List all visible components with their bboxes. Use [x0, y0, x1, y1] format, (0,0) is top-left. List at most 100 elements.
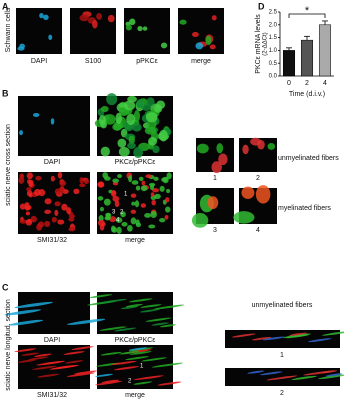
cell: [14, 301, 53, 309]
inset-label: 4: [256, 227, 260, 234]
image-label: DAPI: [31, 58, 47, 65]
y-tick-label: 0.0: [269, 74, 278, 80]
cell: [4, 309, 42, 316]
cell: [138, 176, 144, 181]
cell: [149, 184, 155, 191]
cell: [145, 112, 158, 123]
cell: [28, 356, 49, 361]
inset-label: 2: [256, 175, 260, 182]
x-tick-label: 4: [323, 80, 327, 87]
cell: [152, 145, 160, 154]
significance-bracket: [288, 13, 326, 18]
cell: [148, 224, 156, 229]
cell: [99, 326, 127, 331]
cell: [179, 19, 187, 25]
cell: [211, 15, 217, 21]
cell: [100, 351, 122, 356]
cell: [231, 333, 256, 338]
cell: [114, 327, 137, 332]
cell: [101, 379, 120, 383]
inset-label: 2: [280, 390, 284, 397]
cell: [111, 360, 137, 365]
cell: [131, 180, 139, 185]
cell: [51, 216, 57, 223]
cell: [113, 366, 140, 371]
note: unmyelinated fibers: [278, 155, 339, 162]
image-label: PKCε/pPKCε: [115, 159, 156, 166]
cell: [123, 100, 136, 111]
cell: [133, 146, 144, 158]
arrow-label: 1: [140, 364, 144, 370]
cell: [68, 227, 76, 232]
cell: [135, 219, 140, 226]
cell: [291, 375, 317, 380]
cell: [260, 371, 283, 376]
cell: [97, 181, 105, 188]
image-label: SMI31/32: [37, 392, 67, 399]
cell: [24, 202, 30, 206]
cell: [141, 357, 167, 362]
cell: [73, 370, 98, 375]
cell: [128, 135, 135, 145]
cell: [92, 19, 98, 29]
image-label: PKCε/pPKCε: [115, 337, 156, 344]
cell: [57, 219, 65, 225]
cell: [49, 364, 80, 370]
cell: [61, 203, 68, 211]
cell: [107, 14, 115, 23]
cell: [191, 213, 209, 228]
cell: [136, 99, 144, 109]
cell: [110, 190, 117, 198]
cell: [89, 294, 113, 298]
cell: [103, 198, 111, 206]
cell: [325, 373, 343, 377]
cell: [148, 136, 158, 146]
cell: [24, 205, 30, 211]
cell: [26, 172, 33, 180]
cell: [44, 220, 51, 228]
cell: [159, 324, 176, 328]
y-tick-label: 2.5: [269, 10, 278, 16]
bar: [282, 50, 296, 77]
cell: [50, 175, 55, 182]
panel-label: A: [2, 1, 9, 11]
inset-label: 1: [280, 352, 284, 359]
cell: [195, 42, 204, 50]
cell: [34, 188, 41, 196]
cell: [241, 186, 255, 199]
cell: [130, 209, 137, 214]
cell: [100, 105, 109, 113]
image-label: DAPI: [44, 159, 60, 166]
cell: [19, 43, 26, 49]
cell: [160, 42, 168, 49]
cell: [100, 146, 110, 157]
cell: [262, 336, 285, 341]
cell: [218, 153, 228, 166]
cell: [153, 176, 159, 181]
y-tick-label: 0.5: [269, 61, 278, 67]
cell: [154, 193, 161, 200]
cell: [133, 381, 153, 385]
cell: [21, 352, 40, 356]
bar: [318, 24, 332, 77]
panel-label: C: [2, 282, 9, 292]
image-label: merge: [125, 392, 145, 399]
cell: [242, 144, 249, 155]
cell: [207, 196, 219, 210]
cell: [196, 143, 209, 154]
side-label: sciatic nerve cross section: [5, 124, 12, 206]
cell: [128, 298, 153, 303]
cell: [128, 347, 148, 351]
cell: [146, 97, 155, 107]
cell: [127, 224, 133, 232]
cell: [166, 188, 171, 194]
cell: [165, 206, 171, 213]
cell: [96, 12, 103, 20]
cell: [266, 375, 298, 381]
cell: [154, 104, 163, 113]
cell: [132, 123, 142, 132]
cell: [114, 200, 120, 208]
cell: [67, 318, 106, 325]
cell: [19, 173, 24, 179]
cell: [26, 190, 33, 197]
